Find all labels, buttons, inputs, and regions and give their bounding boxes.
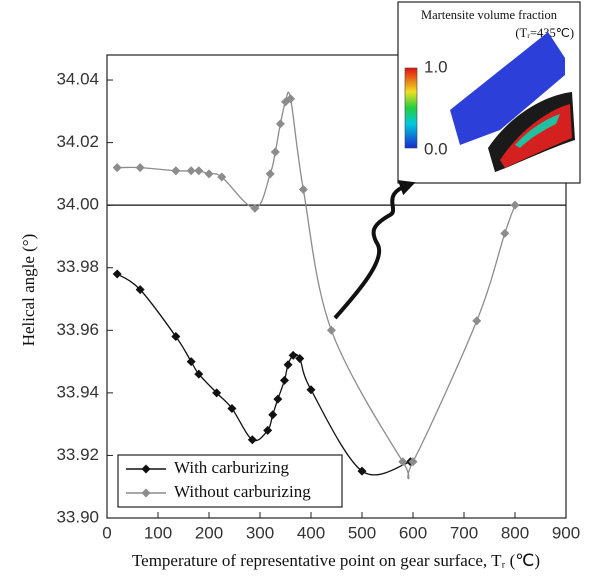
- point: [279, 375, 289, 385]
- point: [250, 203, 260, 213]
- colorbar-max: 1.0: [424, 57, 448, 76]
- point: [135, 163, 145, 173]
- arrow: [333, 180, 416, 320]
- point: [357, 466, 367, 476]
- x-tick-label: 600: [399, 523, 427, 542]
- point: [186, 357, 196, 367]
- x-tick-label: 100: [144, 523, 172, 542]
- point: [298, 185, 308, 195]
- point: [135, 285, 145, 295]
- point: [500, 228, 510, 238]
- y-tick-label: 34.04: [56, 70, 99, 89]
- y-tick-label: 34.02: [56, 132, 99, 151]
- x-tick-label: 300: [246, 523, 274, 542]
- y-tick-label: 33.96: [56, 320, 99, 339]
- point: [408, 457, 418, 467]
- point: [186, 166, 196, 176]
- legend-marker: [141, 488, 151, 498]
- plot-frame: [106, 54, 567, 519]
- point: [398, 457, 408, 467]
- x-tick-label: 800: [501, 523, 529, 542]
- point: [273, 394, 283, 404]
- point: [171, 332, 181, 342]
- colorbar: [404, 67, 418, 149]
- point: [510, 200, 520, 210]
- x-tick-label: 400: [297, 523, 325, 542]
- point: [268, 410, 278, 420]
- point: [247, 435, 257, 445]
- point: [295, 353, 305, 363]
- legend-label: Without carburizing: [174, 482, 311, 501]
- point: [306, 385, 316, 395]
- y-tick-label: 34.00: [56, 195, 99, 214]
- x-tick-label: 700: [450, 523, 478, 542]
- y-tick-label: 33.90: [56, 507, 99, 526]
- point: [472, 316, 482, 326]
- point: [263, 425, 273, 435]
- point: [288, 350, 298, 360]
- inset-title: Martensite volume fraction: [421, 8, 558, 22]
- point: [112, 163, 122, 173]
- point: [112, 269, 122, 279]
- series-line: [116, 273, 411, 476]
- inset-subtitle: (Tᵣ=435℃): [515, 26, 574, 40]
- point: [326, 325, 336, 335]
- gear-transition: [515, 114, 560, 148]
- x-tick-label: 500: [348, 523, 376, 542]
- y-axis-label: Helical angle (°): [19, 234, 38, 347]
- point: [270, 147, 280, 157]
- point: [204, 169, 214, 179]
- colorbar-min: 0.0: [424, 139, 448, 158]
- point: [171, 166, 181, 176]
- point: [194, 166, 204, 176]
- y-tick-label: 33.98: [56, 257, 99, 276]
- x-tick-label: 0: [102, 523, 111, 542]
- legend-box: [117, 454, 343, 508]
- point: [283, 360, 293, 370]
- point: [212, 388, 222, 398]
- gear-tooth: [450, 32, 565, 145]
- point: [227, 404, 237, 414]
- point: [286, 94, 296, 104]
- point: [194, 369, 204, 379]
- point: [265, 169, 275, 179]
- x-axis-label: Temperature of representative point on g…: [132, 551, 540, 570]
- x-tick-label: 200: [195, 523, 223, 542]
- point: [275, 119, 285, 129]
- point: [217, 172, 227, 182]
- legend-label: With carburizing: [174, 458, 289, 477]
- x-tick-label: 900: [552, 523, 580, 542]
- inset: Martensite volume fraction (Tᵣ=435℃) 1.0…: [397, 1, 581, 184]
- y-tick-label: 33.92: [56, 445, 99, 464]
- y-tick-label: 33.94: [56, 382, 99, 401]
- legend-marker: [141, 464, 151, 474]
